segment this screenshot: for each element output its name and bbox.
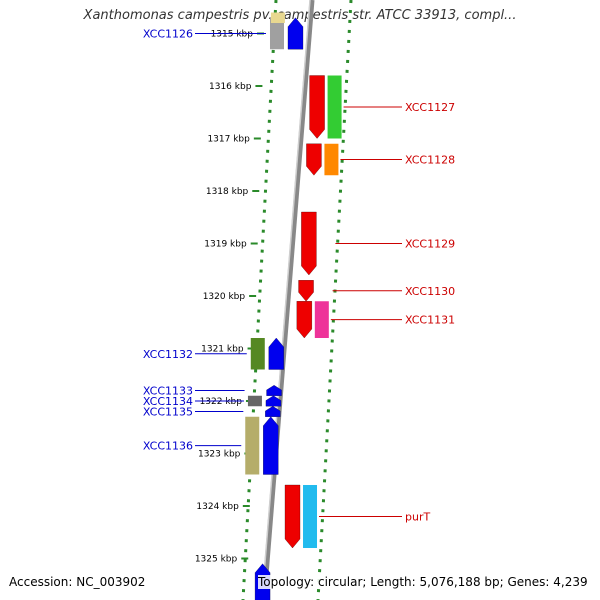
gene-label-text: XCC1133 — [143, 385, 193, 398]
scale-tick: 1322 kbp — [200, 397, 253, 407]
gene-feature — [301, 211, 317, 276]
genome-summary-text: Topology: circular; Length: 5,076,188 bp… — [258, 575, 588, 589]
gene-feature — [245, 416, 279, 475]
scale-tick: 1321 kbp — [201, 345, 255, 355]
gene-feature — [269, 17, 304, 50]
gene-labels: XCC1126 XCC1127 XCC1128 XCC1129 XCC1130 XCC11… — [143, 28, 455, 524]
gene-label-text: XCC1134 — [143, 395, 193, 408]
gene-feature — [284, 484, 318, 549]
scale-tick: 1324 kbp — [196, 502, 250, 512]
tick-label: 1317 kbp — [207, 135, 250, 145]
gene-label: purT — [319, 511, 430, 524]
tick-label: 1316 kbp — [209, 82, 252, 92]
gene-label: XCC1134 — [143, 395, 244, 408]
forward-gene-arrow — [268, 337, 284, 370]
scale-tick: 1325 kbp — [195, 555, 249, 565]
gene-feature — [309, 75, 342, 139]
scale-tick: 1323 kbp — [198, 450, 252, 460]
gene-label-text: XCC1131 — [405, 314, 455, 327]
gene-label-text: XCC1136 — [143, 440, 193, 453]
scale-tick: 1316 kbp — [209, 82, 263, 92]
scale-ticks: 1315 kbp 1316 kbp 1317 kbp 1318 kbp 1319 kbp… — [195, 30, 264, 565]
gene-label: XCC1128 — [340, 154, 455, 167]
gene-feature — [296, 301, 329, 339]
gene-label: XCC1132 — [143, 348, 247, 361]
tick-label: 1322 kbp — [200, 397, 243, 407]
accession-text: Accession: NC_003902 — [9, 575, 146, 589]
scale-tick: 1319 kbp — [204, 240, 258, 250]
gene-feature — [270, 12, 285, 23]
gene-feature — [298, 280, 314, 302]
reverse-gene-arrow — [284, 484, 301, 549]
scale-tick: 1315 kbp — [211, 30, 264, 40]
gene-label: XCC1133 — [143, 385, 245, 398]
tick-label: 1315 kbp — [211, 30, 254, 40]
cog-category-bar — [324, 143, 339, 176]
gene-feature — [247, 395, 282, 407]
gene-label: XCC1131 — [330, 314, 455, 327]
gene-label-text: XCC1135 — [143, 406, 193, 419]
forward-gene-arrow — [265, 395, 282, 407]
backbone-line — [261, 0, 315, 600]
gene-label: XCC1135 — [143, 406, 244, 419]
cog-category-bar — [314, 301, 329, 338]
backbone-highlight — [261, 0, 311, 600]
forward-gene-arrow — [263, 416, 279, 475]
gene-label-text: XCC1128 — [405, 154, 455, 167]
forward-gene-arrow — [266, 385, 282, 396]
gene-label-text: XCC1132 — [143, 348, 193, 361]
tick-label: 1323 kbp — [198, 450, 241, 460]
gene-label: XCC1136 — [143, 440, 242, 453]
tick-label: 1320 kbp — [203, 292, 246, 302]
cog-category-bar — [245, 416, 260, 475]
gene-label: XCC1126 — [143, 28, 266, 41]
gene-label-text: XCC1129 — [405, 238, 455, 251]
tick-label: 1324 kbp — [196, 502, 239, 512]
tick-label: 1319 kbp — [204, 240, 247, 250]
cog-category-bar — [269, 17, 284, 50]
forward-gene-arrow — [287, 17, 304, 50]
backbone — [261, 0, 315, 600]
gene-features — [245, 12, 342, 600]
cog-category-bar — [270, 12, 285, 23]
gene-label-text: XCC1130 — [405, 285, 455, 298]
tick-label: 1321 kbp — [201, 345, 244, 355]
gene-label-text: XCC1126 — [143, 28, 193, 41]
cog-category-bar — [250, 338, 265, 370]
gene-feature — [266, 385, 282, 396]
cog-category-bar — [247, 395, 262, 407]
right-dotted-track — [316, 0, 353, 600]
dotted-tracks — [241, 0, 353, 600]
cog-category-bar — [327, 75, 342, 139]
gene-label: XCC1127 — [343, 101, 455, 114]
reverse-gene-arrow — [309, 75, 325, 139]
gene-label: XCC1129 — [335, 238, 455, 251]
scale-tick: 1317 kbp — [207, 135, 261, 145]
left-dotted-track — [241, 0, 278, 600]
gene-feature — [306, 143, 339, 176]
gene-feature — [250, 337, 284, 370]
tick-label: 1318 kbp — [206, 187, 249, 197]
cog-category-bar — [303, 485, 318, 548]
gene-label: XCC1130 — [332, 285, 455, 298]
scale-tick: 1318 kbp — [206, 187, 260, 197]
gene-label-text: XCC1127 — [405, 101, 455, 114]
reverse-gene-arrow — [298, 280, 314, 302]
reverse-gene-arrow — [301, 211, 317, 276]
map-title: Xanthomonas campestris pv. campestris st… — [83, 8, 517, 23]
gene-label-text: purT — [405, 511, 430, 524]
scale-tick: 1320 kbp — [203, 292, 257, 302]
tick-label: 1325 kbp — [195, 555, 238, 565]
reverse-gene-arrow — [306, 143, 322, 176]
forward-gene-arrow — [265, 406, 281, 417]
gene-feature — [265, 406, 281, 417]
reverse-gene-arrow — [296, 301, 312, 339]
